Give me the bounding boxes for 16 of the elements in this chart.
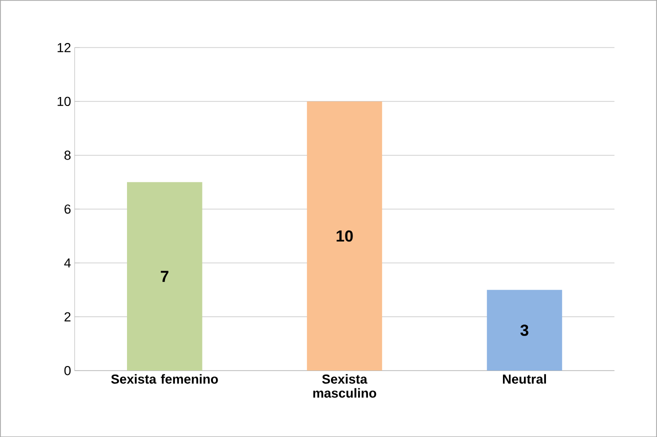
- bar: [486, 290, 562, 371]
- x-tick-label: Neutral: [502, 374, 546, 384]
- y-tick-label: 12: [58, 42, 70, 52]
- y-tick-label: 6: [64, 204, 71, 214]
- y-tick-label: 4: [64, 258, 71, 268]
- data-label: 7: [160, 270, 168, 282]
- y-tick-label: 8: [64, 150, 71, 160]
- data-label: 10: [336, 230, 353, 242]
- x-tick-label: Sexista masculino: [313, 374, 376, 398]
- bar: [127, 182, 202, 371]
- y-tick-label: 2: [64, 312, 70, 322]
- y-tick-label: 0: [64, 366, 71, 376]
- x-tick-label: Sexista femenino: [111, 374, 218, 384]
- data-label: 3: [520, 324, 528, 336]
- y-tick-label: 10: [58, 96, 71, 106]
- bar: [306, 101, 382, 371]
